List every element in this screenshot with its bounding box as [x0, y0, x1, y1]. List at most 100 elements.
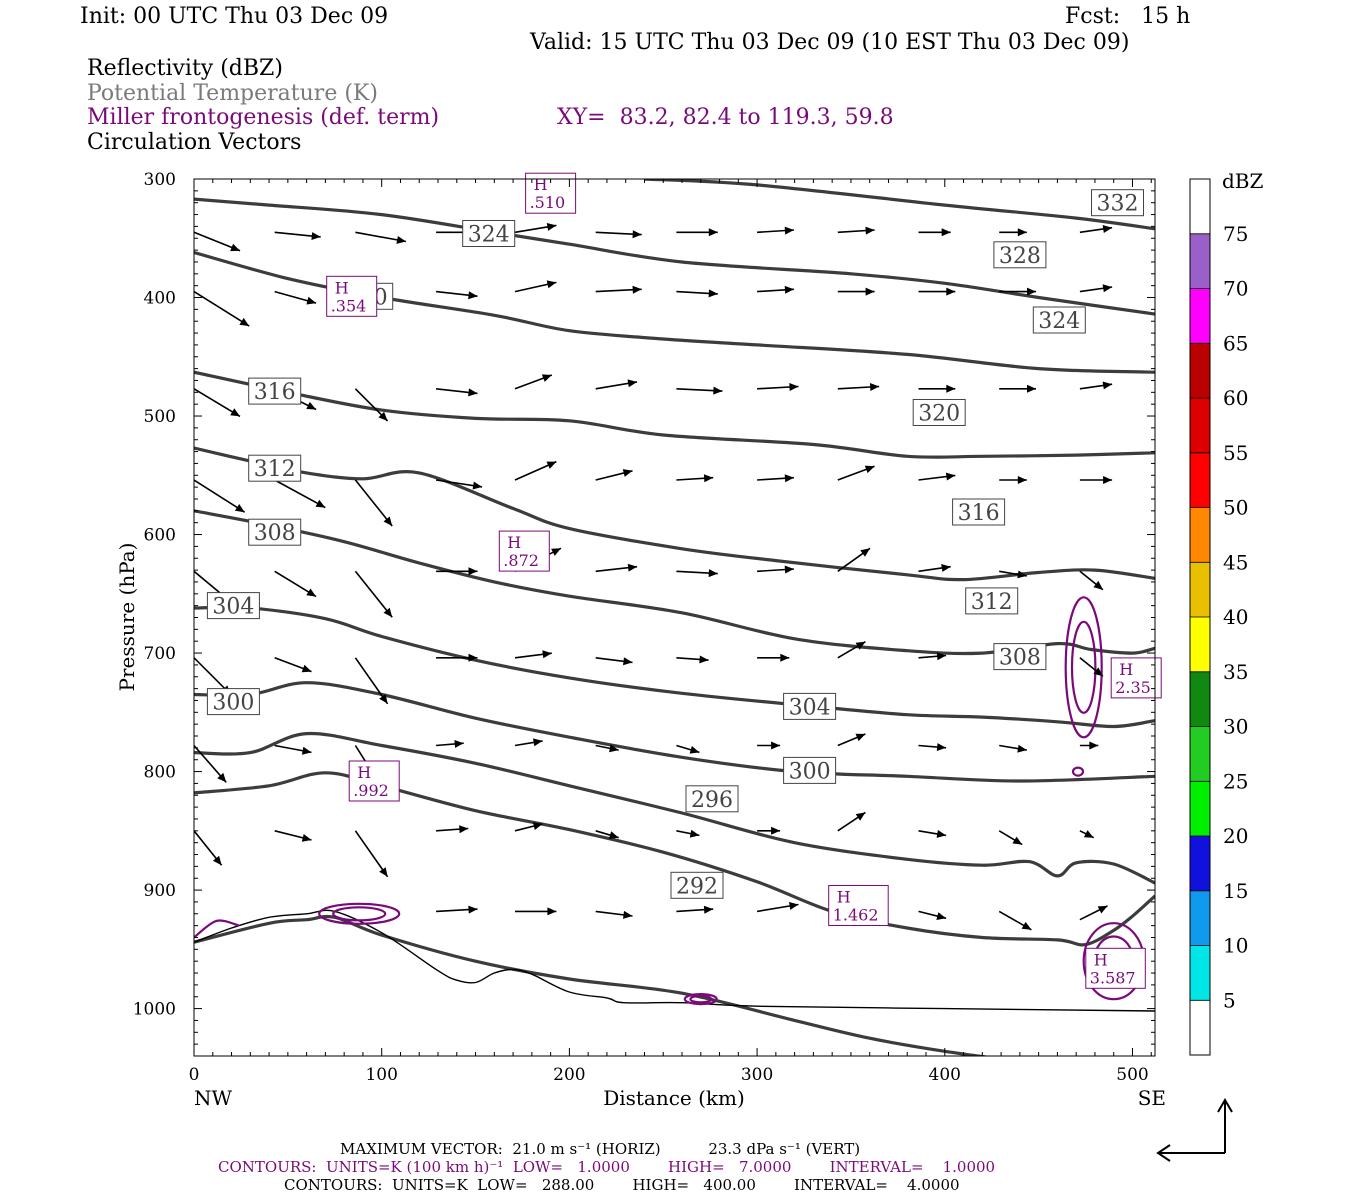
y-axis-label: Pressure (hPa) — [115, 543, 139, 692]
colorbar-label: 20 — [1223, 824, 1248, 848]
theta-contour-label: 300 — [783, 756, 837, 784]
miller-contour — [1070, 620, 1097, 714]
circulation-vector — [999, 570, 1027, 579]
circulation-vector — [436, 290, 478, 300]
theta-contour-label: 312 — [248, 454, 302, 482]
circulation-vector — [757, 653, 790, 662]
y-tick-label: 600 — [144, 526, 176, 546]
circulation-vector — [595, 469, 633, 481]
colorbar-swatch — [1190, 507, 1210, 563]
miller-maximum-label: H3.587 — [1085, 947, 1146, 989]
svg-text:328: 328 — [999, 244, 1041, 269]
miller-contour — [318, 902, 401, 925]
svg-text:300: 300 — [789, 759, 831, 784]
svg-text:300: 300 — [212, 691, 254, 716]
circulation-vector — [274, 231, 321, 240]
circulation-vector — [757, 474, 794, 483]
theta-contour-332 — [644, 179, 1155, 231]
theta-contour-label: 316 — [248, 377, 302, 405]
circulation-vector — [998, 830, 1023, 846]
svg-text:H: H — [534, 175, 548, 194]
circulation-vector — [1079, 476, 1113, 484]
circulation-vector — [274, 744, 312, 755]
svg-text:332: 332 — [1097, 192, 1139, 217]
theta-contour-label: 304 — [206, 592, 260, 620]
miller-maximum-label: H.872 — [498, 530, 550, 572]
circulation-vector — [676, 569, 718, 578]
circulation-vector — [514, 460, 557, 481]
colorbar-swatch — [1190, 945, 1210, 1001]
theta-contour-300 — [194, 731, 1155, 885]
x-tick-label: 400 — [929, 1065, 961, 1085]
miller-contour — [683, 992, 718, 1006]
circulation-vector — [757, 285, 794, 294]
svg-text:316: 316 — [254, 380, 296, 405]
y-tick-label: 400 — [144, 289, 176, 309]
y-tick-label: 1000 — [133, 1000, 176, 1020]
circulation-vector — [354, 830, 389, 878]
miller-contour — [1071, 766, 1085, 777]
miller-maximum-label: H.992 — [348, 760, 400, 802]
circulation-vector — [999, 287, 1036, 296]
miller-maximum-label: H1.462 — [828, 885, 889, 926]
circulation-vector — [757, 741, 781, 750]
y-tick-label: 500 — [144, 407, 176, 427]
colorbar-swatch — [1190, 890, 1210, 946]
theta-contour-316 — [194, 446, 1155, 582]
circulation-vector — [274, 830, 312, 842]
circulation-vector — [436, 740, 464, 748]
colorbar-label: 75 — [1223, 222, 1248, 246]
colorbar-swatch — [1190, 617, 1210, 672]
svg-text:316: 316 — [958, 501, 1000, 526]
colorbar-swatch — [1190, 452, 1210, 508]
miller-contour — [1064, 596, 1103, 739]
circulation-vector — [918, 384, 956, 393]
colorbar-label: 10 — [1223, 934, 1248, 958]
circulation-vector — [354, 570, 393, 618]
circulation-vector — [918, 652, 947, 661]
x-end-label-nw: NW — [194, 1086, 233, 1110]
forecast-hour: Fcst: 15 h — [1065, 4, 1191, 29]
colorbar-swatch — [1190, 343, 1210, 399]
y-tick-label: 900 — [144, 881, 176, 901]
svg-text:324: 324 — [468, 223, 510, 248]
x-axis-label: Distance (km) — [603, 1086, 745, 1110]
svg-text:312: 312 — [971, 590, 1013, 615]
svg-text:304: 304 — [212, 595, 254, 620]
colorbar-swatch — [1190, 781, 1210, 837]
circulation-vector — [436, 567, 478, 576]
circulation-vector — [837, 733, 866, 747]
circulation-vector — [1079, 284, 1113, 293]
circulation-vector — [354, 388, 389, 422]
colorbar-swatch — [1190, 288, 1210, 344]
valid-time: Valid: 15 UTC Thu 03 Dec 09 (10 EST Thu … — [530, 30, 1130, 55]
circulation-vector — [837, 547, 871, 572]
init-time: Init: 00 UTC Thu 03 Dec 09 — [80, 4, 389, 29]
circulation-vector — [918, 472, 956, 481]
circulation-vector — [757, 565, 794, 574]
circulation-vector — [837, 465, 875, 481]
colorbar-label: 55 — [1223, 441, 1248, 465]
circulation-vector — [1079, 830, 1095, 839]
colorbar-label: 5 — [1223, 988, 1236, 1012]
circulation-vector — [676, 655, 709, 664]
miller-contour — [689, 994, 713, 1004]
footer-contours-miller: CONTOURS: UNITS=K (100 km h)⁻¹ LOW= 1.00… — [218, 1158, 996, 1176]
colorbar-label: 45 — [1223, 550, 1248, 574]
svg-text:1.462: 1.462 — [833, 906, 879, 925]
svg-text:.872: .872 — [503, 551, 539, 570]
circulation-vector — [514, 280, 557, 293]
circulation-vector — [1079, 905, 1108, 921]
circulation-vector — [274, 657, 312, 673]
svg-text:H: H — [1119, 660, 1133, 679]
circulation-vector — [1079, 570, 1104, 591]
miller-maximum-label: H.510 — [525, 172, 577, 214]
theta-contour-label: 296 — [685, 785, 739, 813]
footer-contours-theta: CONTOURS: UNITS=K LOW= 288.00 HIGH= 400.… — [284, 1176, 960, 1194]
footer-max-vector: MAXIMUM VECTOR: 21.0 m s⁻¹ (HORIZ) 23.3 … — [340, 1140, 861, 1158]
circulation-vector — [676, 829, 700, 838]
colorbar-label: 60 — [1223, 386, 1248, 410]
colorbar-label: 40 — [1223, 605, 1248, 629]
svg-text:H: H — [1094, 950, 1108, 969]
circulation-vector — [999, 228, 1027, 237]
